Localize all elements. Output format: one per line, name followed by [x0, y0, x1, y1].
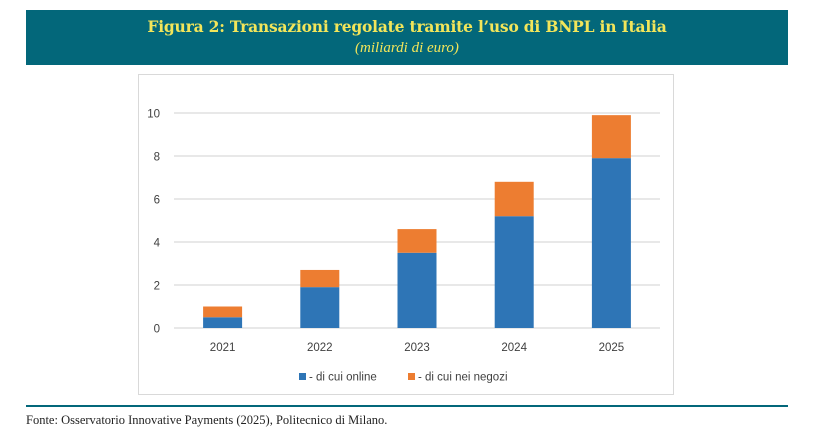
bar-online: [591, 158, 631, 328]
y-tick-label: 2: [154, 281, 160, 293]
legend-swatch-stores: [408, 373, 415, 380]
x-tick-label: 2023: [404, 342, 430, 354]
y-axis-ticks: 0 2 4 6 8 10: [147, 109, 160, 336]
y-tick-label: 8: [154, 152, 160, 164]
x-tick-label: 2021: [210, 342, 236, 354]
figure-title: Figura 2: Transazioni regolate tramite l…: [147, 17, 667, 36]
y-tick-label: 0: [154, 324, 160, 336]
bar-stores: [591, 115, 631, 159]
bar-online: [300, 287, 340, 328]
bar-stores: [203, 306, 243, 318]
x-axis-ticks: 2021 2022 2023 2024 2025: [210, 342, 624, 354]
footer-divider: [26, 405, 788, 407]
figure-subtitle: (miliardi di euro): [355, 40, 459, 56]
source-note: Fonte: Osservatorio Innovative Payments …: [26, 413, 388, 427]
legend-label-stores: - di cui nei negozi: [418, 372, 508, 384]
legend-swatch-online: [299, 373, 306, 380]
y-tick-label: 4: [154, 238, 161, 250]
bar-online: [397, 252, 437, 328]
bar-stores: [494, 181, 534, 217]
y-tick-label: 10: [147, 109, 160, 121]
legend: - di cui online - di cui nei negozi: [299, 372, 508, 384]
chart-frame: [138, 74, 674, 395]
x-tick-label: 2022: [307, 342, 333, 354]
bar-stores: [300, 269, 340, 288]
bar-online: [494, 216, 534, 328]
x-tick-label: 2024: [501, 342, 527, 354]
x-tick-label: 2025: [599, 342, 625, 354]
bar-online: [203, 317, 243, 328]
bars: [203, 115, 631, 328]
figure-header: Figura 2: Transazioni regolate tramite l…: [26, 10, 788, 65]
y-tick-label: 6: [154, 195, 160, 207]
legend-label-online: - di cui online: [309, 372, 377, 384]
bar-stores: [397, 229, 437, 253]
